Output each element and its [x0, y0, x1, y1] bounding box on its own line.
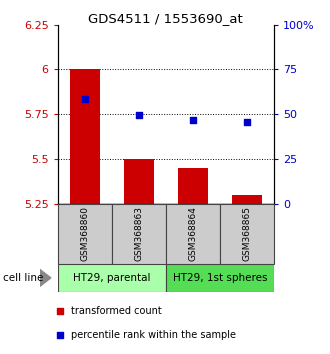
Text: transformed count: transformed count: [71, 306, 162, 316]
Bar: [232, 195, 262, 204]
Point: [136, 112, 142, 118]
Point: [244, 119, 249, 125]
FancyBboxPatch shape: [220, 204, 274, 264]
Text: percentile rank within the sample: percentile rank within the sample: [71, 330, 236, 340]
Text: GSM368863: GSM368863: [134, 206, 143, 261]
Bar: [178, 168, 208, 204]
Text: cell line: cell line: [3, 273, 44, 283]
FancyBboxPatch shape: [166, 204, 220, 264]
FancyBboxPatch shape: [112, 204, 166, 264]
Point: [57, 332, 63, 338]
Text: GSM368864: GSM368864: [188, 206, 197, 261]
Text: GSM368865: GSM368865: [242, 206, 251, 261]
FancyBboxPatch shape: [58, 264, 166, 292]
Bar: [124, 159, 154, 204]
Text: HT29, 1st spheres: HT29, 1st spheres: [173, 273, 267, 283]
Point: [190, 117, 195, 123]
Text: GSM368860: GSM368860: [80, 206, 89, 261]
Point: [82, 96, 87, 102]
FancyBboxPatch shape: [58, 204, 112, 264]
FancyBboxPatch shape: [166, 264, 274, 292]
Text: HT29, parental: HT29, parental: [73, 273, 150, 283]
Bar: [70, 69, 100, 204]
Polygon shape: [40, 269, 51, 287]
Point: [57, 308, 63, 314]
Text: GDS4511 / 1553690_at: GDS4511 / 1553690_at: [88, 12, 242, 25]
